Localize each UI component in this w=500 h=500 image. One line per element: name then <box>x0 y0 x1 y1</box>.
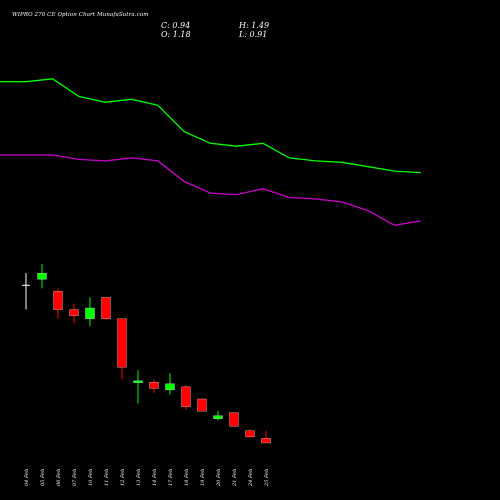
x-tick-label: 17 Feb <box>168 469 174 486</box>
open-label: O: 1.18 <box>161 30 191 39</box>
lower-line <box>0 154 421 226</box>
x-tick-label: 14 Feb <box>152 469 158 486</box>
candle-body <box>37 273 47 280</box>
high-label: H: 1.49 <box>239 21 270 30</box>
x-tick-label: 10 Feb <box>88 469 94 486</box>
x-tick-label: 11 Feb <box>104 469 110 486</box>
x-tick-label: 19 Feb <box>200 469 206 486</box>
candle-body <box>117 318 127 368</box>
x-tick-label: 24 Feb <box>248 469 254 487</box>
close-label: C: 0.94 <box>161 21 191 30</box>
candle-body <box>213 415 223 419</box>
candle-body <box>101 297 111 319</box>
x-tick-label: 05 Feb <box>40 469 46 486</box>
candle-body <box>197 398 207 412</box>
x-tick-label: 13 Feb <box>136 469 142 486</box>
x-tick-label: 21 Feb <box>232 469 238 487</box>
x-tick-label: 12 Feb <box>120 469 126 486</box>
x-tick-label: 18 Feb <box>184 469 190 486</box>
x-tick-label: 25 Feb <box>264 469 270 487</box>
low-label: L: 0.91 <box>239 30 268 39</box>
candle-body <box>69 309 79 316</box>
x-tick-label: 04 Feb <box>24 469 30 486</box>
candle-body <box>261 438 271 444</box>
candle-body <box>245 430 255 438</box>
x-tick-label: 20 Feb <box>216 469 222 487</box>
x-tick-label: 06 Feb <box>56 469 62 486</box>
upper-line <box>0 78 421 174</box>
candle-body <box>149 382 159 389</box>
chart-title: WIPRO 270 CE Option Chart MunafaSutra.co… <box>12 12 149 18</box>
candle-body <box>229 412 239 427</box>
candle-body <box>85 307 95 319</box>
candle-body <box>165 383 175 391</box>
x-tick-label: 07 Feb <box>72 469 78 486</box>
candle-body <box>133 380 143 383</box>
candle-body <box>53 291 63 310</box>
candle-body <box>181 386 191 407</box>
